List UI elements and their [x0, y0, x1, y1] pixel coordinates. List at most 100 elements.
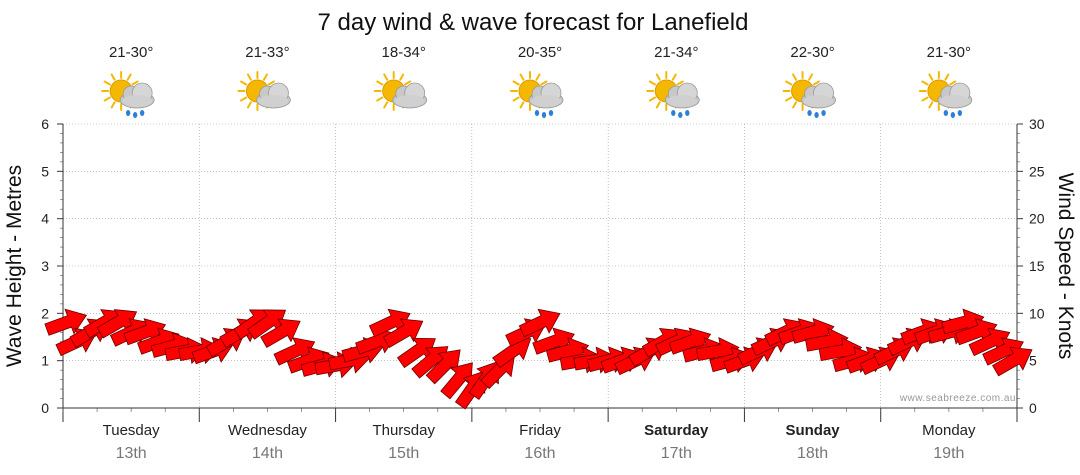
- day-temperature: 21-34°: [654, 44, 698, 61]
- sun-ray: [110, 101, 116, 109]
- y-left-tick-label: 5: [41, 163, 49, 179]
- cloud-base: [803, 95, 834, 107]
- sun-ray: [535, 73, 541, 81]
- day-date-label: 14th: [252, 445, 283, 462]
- y-left-tick-label: 6: [41, 116, 49, 132]
- cloud-base: [531, 95, 561, 107]
- sun-ray: [921, 96, 929, 102]
- wind-arrow: [260, 318, 301, 349]
- raindrop: [125, 110, 131, 116]
- raindrop: [541, 112, 547, 118]
- raindrop: [950, 112, 956, 118]
- y-left-tick-label: 1: [41, 353, 49, 369]
- raindrop: [957, 110, 963, 116]
- wind-arrow: [518, 308, 561, 338]
- sun-ray: [383, 101, 389, 109]
- sun-ray: [262, 73, 268, 81]
- sun-ray: [239, 96, 248, 102]
- y-left-tick-label: 4: [41, 211, 49, 227]
- sun-ray: [512, 80, 520, 86]
- sun-cloud-rain-icon: [101, 71, 155, 118]
- cloud-base: [122, 95, 153, 107]
- sun-ray: [785, 80, 793, 86]
- y-left-axis-label: Wave Height - Metres: [3, 165, 26, 367]
- sun-ray: [376, 96, 384, 102]
- raindrop: [821, 110, 826, 116]
- day-date-label: 17th: [661, 445, 692, 462]
- day-date-label: 15th: [388, 445, 419, 462]
- sun-ray: [376, 80, 384, 86]
- y-right-tick-label: 25: [1029, 163, 1045, 179]
- y-right-tick-label: 5: [1029, 353, 1037, 369]
- day-date-label: 18th: [797, 445, 828, 462]
- day-temperature: 20-35°: [518, 44, 562, 61]
- y-right-tick-label: 30: [1029, 116, 1045, 132]
- sun-ray: [792, 73, 798, 81]
- chart-title: 7 day wind & wave forecast for Lanefield: [318, 9, 749, 36]
- sun-cloud-icon: [237, 71, 291, 111]
- sun-ray: [792, 101, 798, 109]
- sun-ray: [671, 73, 677, 81]
- raindrop: [548, 110, 554, 116]
- y-right-tick-label: 20: [1029, 211, 1045, 227]
- day-temperature: 18-34°: [382, 44, 426, 61]
- y-right-axis-label: Wind Speed - Knots: [1054, 173, 1077, 360]
- day-temperature: 21-33°: [245, 44, 289, 61]
- sun-cloud-rain-icon: [782, 71, 836, 118]
- source-credit: www.seabreeze.com.au: [899, 393, 1016, 404]
- sun-cloud-icon: [373, 71, 428, 111]
- sun-ray: [103, 96, 111, 102]
- sun-ray: [812, 80, 821, 86]
- sun-ray: [676, 80, 684, 86]
- cloud-base: [258, 95, 289, 107]
- raindrop: [132, 112, 138, 118]
- cloud-base: [667, 95, 698, 107]
- raindrop: [807, 110, 812, 116]
- y-right-tick-label: 15: [1029, 258, 1045, 274]
- sun-ray: [246, 101, 252, 109]
- y-left-tick-label: 0: [41, 400, 49, 416]
- grid: [63, 123, 1017, 408]
- sun-ray: [239, 80, 248, 86]
- day-labels: Tuesday 13th Wednesday 14th Thursday 15th Frid…: [103, 422, 976, 462]
- day-temperature: 21-30°: [109, 44, 153, 61]
- sun-ray: [267, 80, 275, 86]
- sun-ray: [126, 73, 132, 81]
- sun-ray: [648, 80, 657, 86]
- day-name-label: Monday: [922, 422, 976, 439]
- y-left-tick-label: 3: [41, 258, 49, 274]
- sun-cloud-rain-icon: [918, 71, 973, 118]
- cloud-base: [394, 95, 425, 107]
- sun-ray: [403, 80, 412, 86]
- wind-arrows: [44, 308, 1033, 410]
- daily-forecast-header: 21-30° 21-33° 18-34° 20-35° 21-34° 22-30° 21-3…: [101, 44, 973, 118]
- sun-ray: [110, 73, 116, 81]
- sun-ray: [512, 96, 520, 102]
- day-name-label: Sunday: [785, 422, 840, 439]
- day-name-label: Tuesday: [103, 422, 160, 439]
- y-left-tick-label: 2: [41, 305, 49, 321]
- day-name-label: Wednesday: [228, 422, 307, 439]
- sun-ray: [928, 101, 934, 109]
- raindrop: [943, 110, 949, 116]
- day-name-label: Saturday: [644, 422, 709, 439]
- sun-ray: [246, 73, 252, 81]
- sun-ray: [785, 96, 793, 102]
- day-name-label: Thursday: [372, 422, 435, 439]
- wind-arrow: [992, 346, 1033, 377]
- raindrop: [671, 110, 676, 116]
- sun-ray: [944, 73, 950, 81]
- sun-ray: [103, 80, 111, 86]
- sun-cloud-rain-icon: [646, 71, 700, 118]
- raindrop: [139, 110, 145, 116]
- sun-ray: [540, 80, 548, 86]
- raindrop: [685, 110, 690, 116]
- sun-ray: [921, 80, 929, 86]
- sun-ray: [383, 73, 389, 81]
- day-temperature: 22-30°: [790, 44, 834, 61]
- sun-ray: [808, 73, 814, 81]
- y-right-tick-label: 10: [1029, 305, 1045, 321]
- raindrop: [678, 112, 683, 118]
- axes: 0 1 2 3 4 5 6 0 5 10 15 20 25 30: [41, 116, 1045, 422]
